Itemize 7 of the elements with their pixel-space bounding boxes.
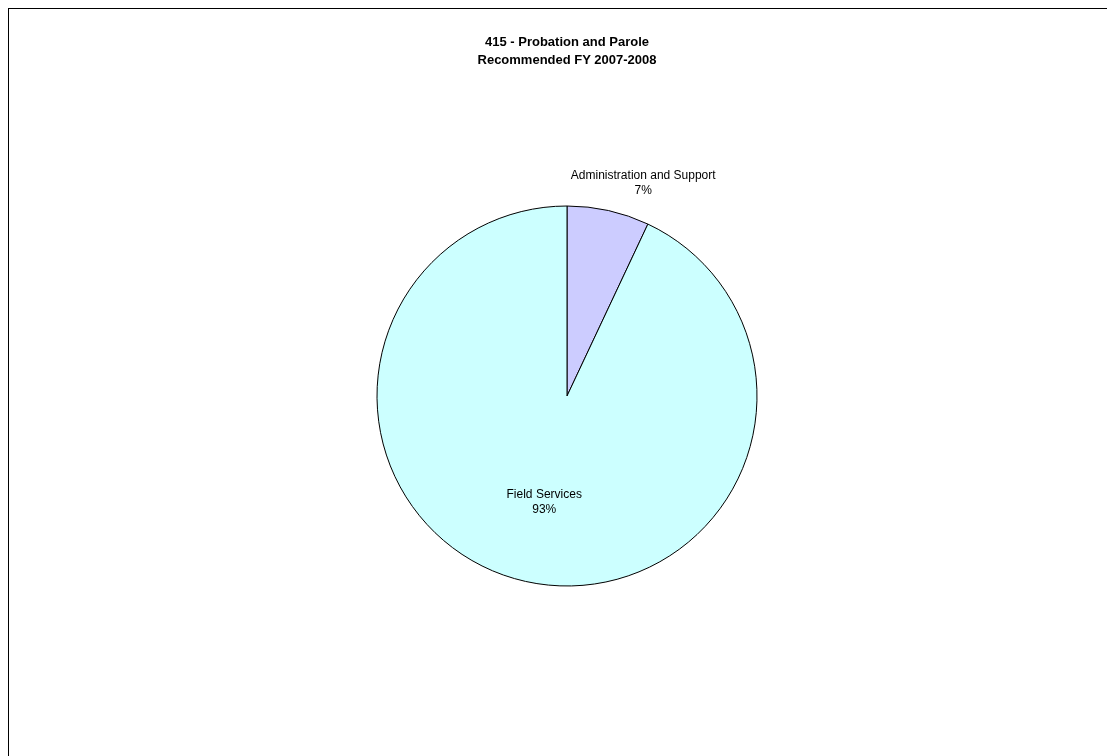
data-label: 93% — [532, 501, 557, 516]
data-label: 7% — [634, 183, 653, 198]
slice-label: Administration and Support — [570, 168, 717, 183]
chart-subtitle: Recommended FY 2007-2008 — [477, 52, 657, 67]
slice-label: Field Services — [506, 486, 582, 501]
chart-title: 415 - Probation and Parole — [485, 34, 649, 49]
pie-slice — [376, 205, 758, 587]
